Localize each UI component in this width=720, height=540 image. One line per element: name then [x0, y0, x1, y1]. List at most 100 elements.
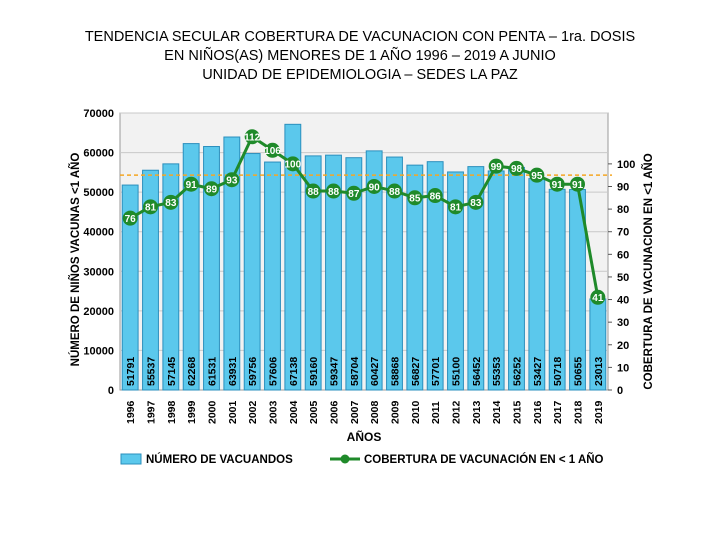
coverage-point-label: 83 — [470, 198, 482, 209]
y-right-tick-label: 50 — [617, 272, 629, 284]
coverage-point — [448, 199, 463, 215]
coverage-point — [183, 176, 199, 192]
bar-value-label: 53427 — [532, 357, 544, 386]
bar — [203, 146, 220, 391]
x-tick-label: 2013 — [471, 400, 483, 424]
bar — [284, 123, 302, 391]
coverage-point-label: 91 — [572, 180, 584, 191]
bar-value-label: 55537 — [146, 357, 158, 386]
y-left-tick-label: 20000 — [83, 306, 114, 318]
x-tick-label: 1997 — [146, 400, 158, 424]
x-tick-label: 1996 — [125, 400, 137, 424]
coverage-point — [326, 183, 341, 199]
x-tick-label: 2005 — [308, 400, 320, 424]
coverage-point-label: 91 — [186, 180, 198, 191]
coverage-point-label: 99 — [491, 162, 503, 173]
coverage-point — [244, 129, 260, 145]
coverage-point — [204, 181, 219, 197]
x-tick-label: 2015 — [512, 400, 524, 424]
coverage-point-label: 83 — [165, 198, 177, 209]
y-left-tick-label: 40000 — [83, 227, 114, 239]
coverage-point — [122, 210, 138, 226]
bar — [264, 161, 281, 391]
coverage-point — [529, 167, 545, 183]
coverage-point — [427, 188, 443, 204]
x-tick-label: 2007 — [349, 400, 361, 424]
bar — [182, 143, 200, 391]
bar-value-label: 55353 — [491, 357, 503, 386]
bar — [243, 153, 261, 391]
chart-title-line-1: TENDENCIA SECULAR COBERTURA DE VACUNACIO… — [84, 29, 636, 45]
coverage-point — [163, 194, 179, 210]
coverage-point-label: 41 — [592, 293, 604, 304]
legend-bar-swatch — [120, 453, 142, 465]
x-tick-label: 2012 — [451, 400, 463, 424]
x-tick-label: 2006 — [329, 400, 341, 424]
bar-value-label: 50655 — [573, 357, 585, 386]
bar-value-label: 67138 — [288, 357, 300, 386]
bar-value-label: 60427 — [369, 357, 381, 386]
bar-value-label: 51791 — [125, 357, 137, 386]
coverage-point — [285, 156, 301, 172]
coverage-point-label: 100 — [284, 160, 301, 171]
y-right-tick-label: 40 — [617, 295, 629, 307]
x-tick-label: 2011 — [430, 401, 442, 424]
coverage-point — [143, 199, 158, 215]
coverage-point — [366, 178, 382, 194]
bar-value-label: 50718 — [552, 357, 564, 386]
bar — [345, 157, 363, 391]
x-tick-label: 2002 — [247, 400, 259, 424]
coverage-point-label: 85 — [409, 194, 421, 205]
y-left-tick-label: 30000 — [83, 266, 114, 278]
bar-value-label: 59347 — [329, 357, 341, 386]
coverage-point — [346, 185, 362, 201]
bar — [162, 163, 180, 391]
coverage-point — [224, 172, 240, 188]
plot-area — [119, 112, 609, 391]
bar-value-label: 58868 — [390, 357, 402, 386]
bar — [365, 150, 383, 391]
bar — [223, 136, 241, 391]
x-tick-label: 2008 — [369, 400, 381, 424]
y-right-tick-label: 60 — [617, 249, 629, 261]
bar — [121, 184, 139, 391]
y-left-tick-label: 70000 — [83, 108, 114, 120]
coverage-point-label: 88 — [389, 187, 401, 198]
x-tick-label: 2003 — [268, 400, 280, 424]
chart-title-line-2: EN NIÑOS(AS) MENORES DE 1 AÑO 1996 – 201… — [164, 48, 556, 64]
bar-value-label: 62268 — [186, 357, 198, 386]
coverage-point-label: 91 — [552, 180, 564, 191]
coverage-point-label: 95 — [531, 171, 543, 182]
coverage-point — [488, 158, 504, 174]
bar — [508, 166, 525, 391]
y-right-tick-label: 70 — [617, 227, 629, 239]
y-right-tick-label: 10 — [617, 362, 629, 374]
x-tick-label: 2017 — [552, 400, 564, 424]
bar — [467, 166, 485, 391]
coverage-point — [265, 142, 280, 158]
x-tick-label: 2014 — [491, 400, 503, 424]
coverage-point-label: 112 — [244, 133, 261, 144]
bar-value-label: 59756 — [247, 357, 259, 386]
coverage-point-label: 86 — [430, 191, 442, 202]
bar-value-label: 56827 — [410, 357, 422, 386]
y-left-tick-label: 0 — [108, 385, 114, 397]
coverage-point-label: 98 — [511, 164, 523, 175]
legend-line-label: COBERTURA DE VACUNACIÓN EN < 1 AÑO — [364, 453, 604, 466]
coverage-point — [549, 176, 565, 192]
bar — [304, 155, 322, 391]
chart-title: TENDENCIA SECULAR COBERTURA DE VACUNACIO… — [0, 28, 720, 85]
coverage-point-label: 93 — [226, 176, 238, 187]
coverage-point — [468, 194, 484, 210]
legend-bar-label: NÚMERO DE VACUANDOS — [146, 453, 293, 466]
y-right-axis-title: COBERTURA DE VACUNACION EN <1 AÑO — [642, 153, 655, 389]
y-left-tick-label: 10000 — [83, 345, 114, 357]
bar-value-label: 56452 — [471, 357, 483, 386]
x-tick-label: 2019 — [593, 400, 605, 424]
x-tick-label: 1999 — [186, 400, 198, 424]
coverage-point — [387, 183, 402, 199]
coverage-point-label: 89 — [206, 185, 218, 196]
coverage-point-label: 88 — [328, 187, 340, 198]
bar — [447, 171, 464, 391]
x-tick-label: 2018 — [573, 400, 585, 424]
